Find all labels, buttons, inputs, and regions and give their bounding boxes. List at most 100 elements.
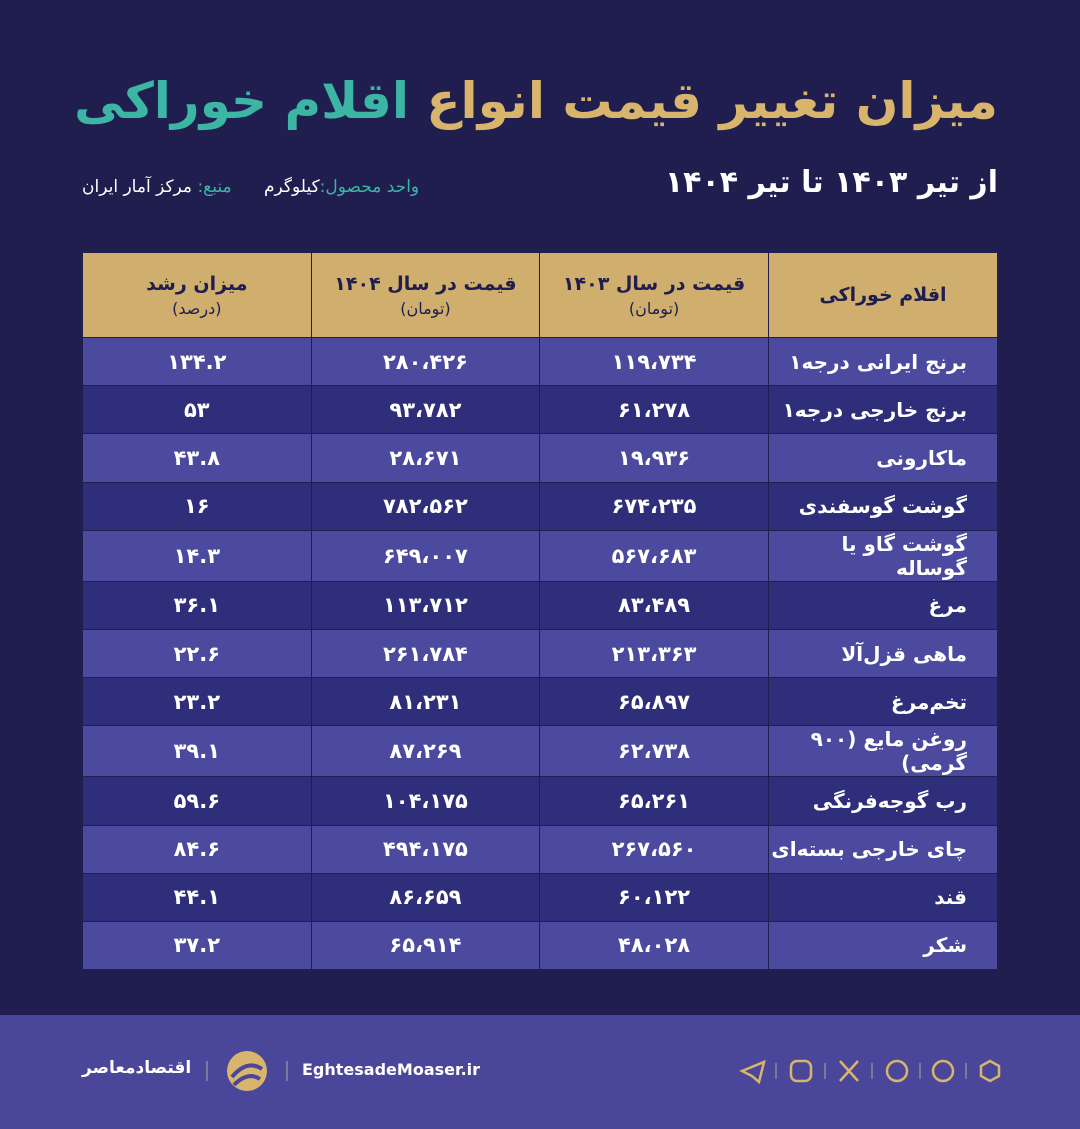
- cell: ۵۶۷،۶۸۳: [539, 529, 769, 582]
- meta: واحد محصول:کیلوگرم منبع: مرکز آمار ایران: [82, 177, 419, 197]
- period: از تیر ۱۴۰۳ تا تیر ۱۴۰۴: [664, 165, 998, 200]
- column-subtitle: (درصد): [172, 298, 222, 318]
- cell: ۸۱،۲۳۱: [310, 677, 540, 726]
- cell: ۸۶،۶۵۹: [310, 872, 540, 922]
- item-cell: ماهی قزل‌آلا: [767, 628, 997, 678]
- cell: ۸۳،۴۸۹: [539, 580, 769, 630]
- item-cell: قند: [767, 872, 997, 922]
- column-title: قیمت در سال ۱۴۰۳: [562, 272, 746, 295]
- cell: ۱۰۴،۱۷۵: [310, 776, 540, 825]
- icon: [979, 1059, 1001, 1083]
- cell: ۹۳،۷۸۲: [310, 385, 540, 434]
- title-gold: میزان تغییر قیمت انواع: [426, 72, 998, 130]
- source-value: مرکز آمار ایران: [82, 177, 193, 197]
- cell: ۳۷.۲: [82, 920, 312, 970]
- instagram-icon: [789, 1059, 813, 1083]
- table-row: قند ۶۰،۱۲۲ ۸۶،۶۵۹ ۴۴.۱: [82, 872, 997, 922]
- site: EghtesadeMoaser.ir: [302, 1060, 481, 1079]
- column-subtitle: (تومان): [400, 298, 451, 318]
- source-label: منبع:: [197, 177, 232, 197]
- cell: ۴۳.۸: [82, 433, 312, 483]
- title: میزان تغییر قیمت انواع اقلام خوراکی: [74, 72, 998, 130]
- cell: ۲۱۳،۳۶۳: [539, 628, 769, 678]
- cell: ۸۷،۲۶۹: [310, 725, 540, 777]
- cell: ۷۸۲،۵۶۲: [310, 481, 540, 531]
- x-icon: [839, 1060, 859, 1082]
- item-cell: تخم‌مرغ: [767, 677, 997, 726]
- column-title: اقلام خوراکی: [819, 284, 947, 306]
- brand: اقتصادمعاصر: [82, 1058, 192, 1078]
- item-cell: گوشت گوسفندی: [767, 481, 997, 531]
- column-header: اقلام خوراکی: [767, 253, 997, 338]
- cell: ۱۱۹،۷۳۴: [539, 336, 769, 386]
- cell: ۲۶۷،۵۶۰: [539, 824, 769, 874]
- column-header: قیمت در سال ۱۴۰۳ (تومان): [539, 253, 769, 338]
- cell: ۱۴.۳: [82, 529, 312, 582]
- cell: ۳۹.۱: [82, 725, 312, 777]
- cell: ۴۹۴،۱۷۵: [310, 824, 540, 874]
- table-row: رب گوجه‌فرنگی ۶۵،۲۶۱ ۱۰۴،۱۷۵ ۵۹.۶: [82, 776, 997, 825]
- cell: ۲۸۰،۴۲۶: [310, 336, 540, 386]
- column-header: قیمت در سال ۱۴۰۴ (تومان): [310, 253, 540, 338]
- cell: ۲۶۱،۷۸۴: [310, 628, 540, 678]
- item-cell: شکر: [767, 920, 997, 970]
- unit-label: واحد محصول:: [319, 177, 420, 197]
- table-row: مرغ ۸۳،۴۸۹ ۱۱۳،۷۱۲ ۳۶.۱: [82, 580, 997, 630]
- table-row: گوشت گوسفندی ۶۷۴،۲۳۵ ۷۸۲،۵۶۲ ۱۶: [82, 481, 997, 531]
- telegram-icon: [738, 1059, 766, 1085]
- cell: ۱۳۴.۲: [82, 336, 312, 386]
- column-title: قیمت در سال ۱۴۰۴: [334, 272, 517, 295]
- column-header: میزان رشد (درصد): [82, 253, 312, 338]
- table-row: شکر ۴۸،۰۲۸ ۶۵،۹۱۴ ۳۷.۲: [82, 920, 997, 970]
- item-cell: برنج خارجی درجه۱: [767, 385, 997, 434]
- cell: ۶۷۴،۲۳۵: [539, 481, 769, 531]
- table-row: ماکارونی ۱۹،۹۳۶ ۲۸،۶۷۱ ۴۳.۸: [82, 433, 997, 483]
- table-row: ماهی قزل‌آلا ۲۱۳،۳۶۳ ۲۶۱،۷۸۴ ۲۲.۶: [82, 628, 997, 678]
- icon: [885, 1059, 909, 1083]
- cell: ۶۵،۲۶۱: [539, 776, 769, 825]
- cell: ۶۵،۹۱۴: [310, 920, 540, 970]
- table-row: روغن مایع (۹۰۰ گرمی) ۶۲،۷۳۸ ۸۷،۲۶۹ ۳۹.۱: [82, 725, 997, 777]
- column-title: میزان رشد: [146, 272, 248, 295]
- cell: ۴۴.۱: [82, 872, 312, 922]
- item-cell: روغن مایع (۹۰۰ گرمی): [767, 725, 997, 777]
- cell: ۶۴۹،۰۰۷: [310, 529, 540, 582]
- logo: [227, 1051, 267, 1091]
- title-teal: اقلام خوراکی: [74, 72, 409, 130]
- table-row: چای خارجی بسته‌ای ۲۶۷،۵۶۰ ۴۹۴،۱۷۵ ۸۴.۶: [82, 824, 997, 874]
- cell: ۲۲.۶: [82, 628, 312, 678]
- cell: ۶۵،۸۹۷: [539, 677, 769, 726]
- table-row: برنج خارجی درجه۱ ۶۱،۲۷۸ ۹۳،۷۸۲ ۵۳: [82, 385, 997, 434]
- item-cell: گوشت گاو یا گوساله: [767, 529, 997, 582]
- social-icons: [738, 1059, 1001, 1085]
- item-cell: مرغ: [767, 580, 997, 630]
- cell: ۶۰،۱۲۲: [539, 872, 769, 922]
- item-cell: برنج ایرانی درجه۱: [767, 336, 997, 386]
- logo-mark: [230, 1063, 264, 1087]
- header-row: اقلام خوراکی قیمت در سال ۱۴۰۳ (تومان) قیمت …: [82, 253, 997, 338]
- cell: ۲۸،۶۷۱: [310, 433, 540, 483]
- price-table: اقلام خوراکی قیمت در سال ۱۴۰۳ (تومان) قیمت …: [82, 253, 997, 970]
- table-row: برنج ایرانی درجه۱ ۱۱۹،۷۳۴ ۲۸۰،۴۲۶ ۱۳۴.۲: [82, 336, 997, 386]
- cell: ۶۲،۷۳۸: [539, 725, 769, 777]
- cell: ۱۶: [82, 481, 312, 531]
- cell: ۵۳: [82, 385, 312, 434]
- table-body: برنج ایرانی درجه۱ ۱۱۹،۷۳۴ ۲۸۰،۴۲۶ ۱۳۴.۲ برنج…: [82, 336, 997, 970]
- icon-dividers: [775, 1063, 967, 1079]
- footer: اقتصادمعاصر EghtesadeMoaser.ir: [0, 1015, 1080, 1129]
- table-row: گوشت گاو یا گوساله ۵۶۷،۶۸۳ ۶۴۹،۰۰۷ ۱۴.۳: [82, 529, 997, 582]
- cell: ۶۱،۲۷۸: [539, 385, 769, 434]
- cell: ۱۱۳،۷۱۲: [310, 580, 540, 630]
- cell: ۸۴.۶: [82, 824, 312, 874]
- column-subtitle: (تومان): [628, 298, 680, 318]
- cell: ۳۶.۱: [82, 580, 312, 630]
- icon: [931, 1059, 955, 1083]
- cell: ۵۹.۶: [82, 776, 312, 825]
- item-cell: چای خارجی بسته‌ای: [767, 824, 997, 874]
- item-cell: رب گوجه‌فرنگی: [767, 776, 997, 825]
- cell: ۴۸،۰۲۸: [539, 920, 769, 970]
- footer-graphics: [206, 1051, 1001, 1091]
- cell: ۲۳.۲: [82, 677, 312, 726]
